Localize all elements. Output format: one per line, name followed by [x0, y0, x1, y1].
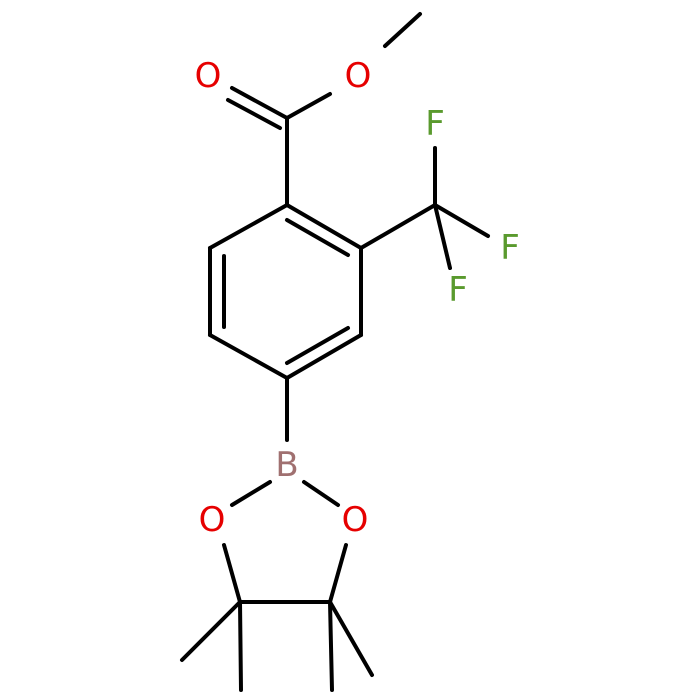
- atom-label: O: [342, 500, 369, 540]
- atom-label: O: [195, 56, 222, 96]
- atom-label: O: [345, 56, 372, 96]
- atom-label: F: [500, 228, 520, 268]
- atom-label: O: [199, 500, 226, 540]
- bonds: [180, 12, 490, 692]
- atom-label: F: [425, 104, 445, 144]
- atom-label: B: [275, 445, 298, 485]
- atom-label: F: [448, 270, 468, 310]
